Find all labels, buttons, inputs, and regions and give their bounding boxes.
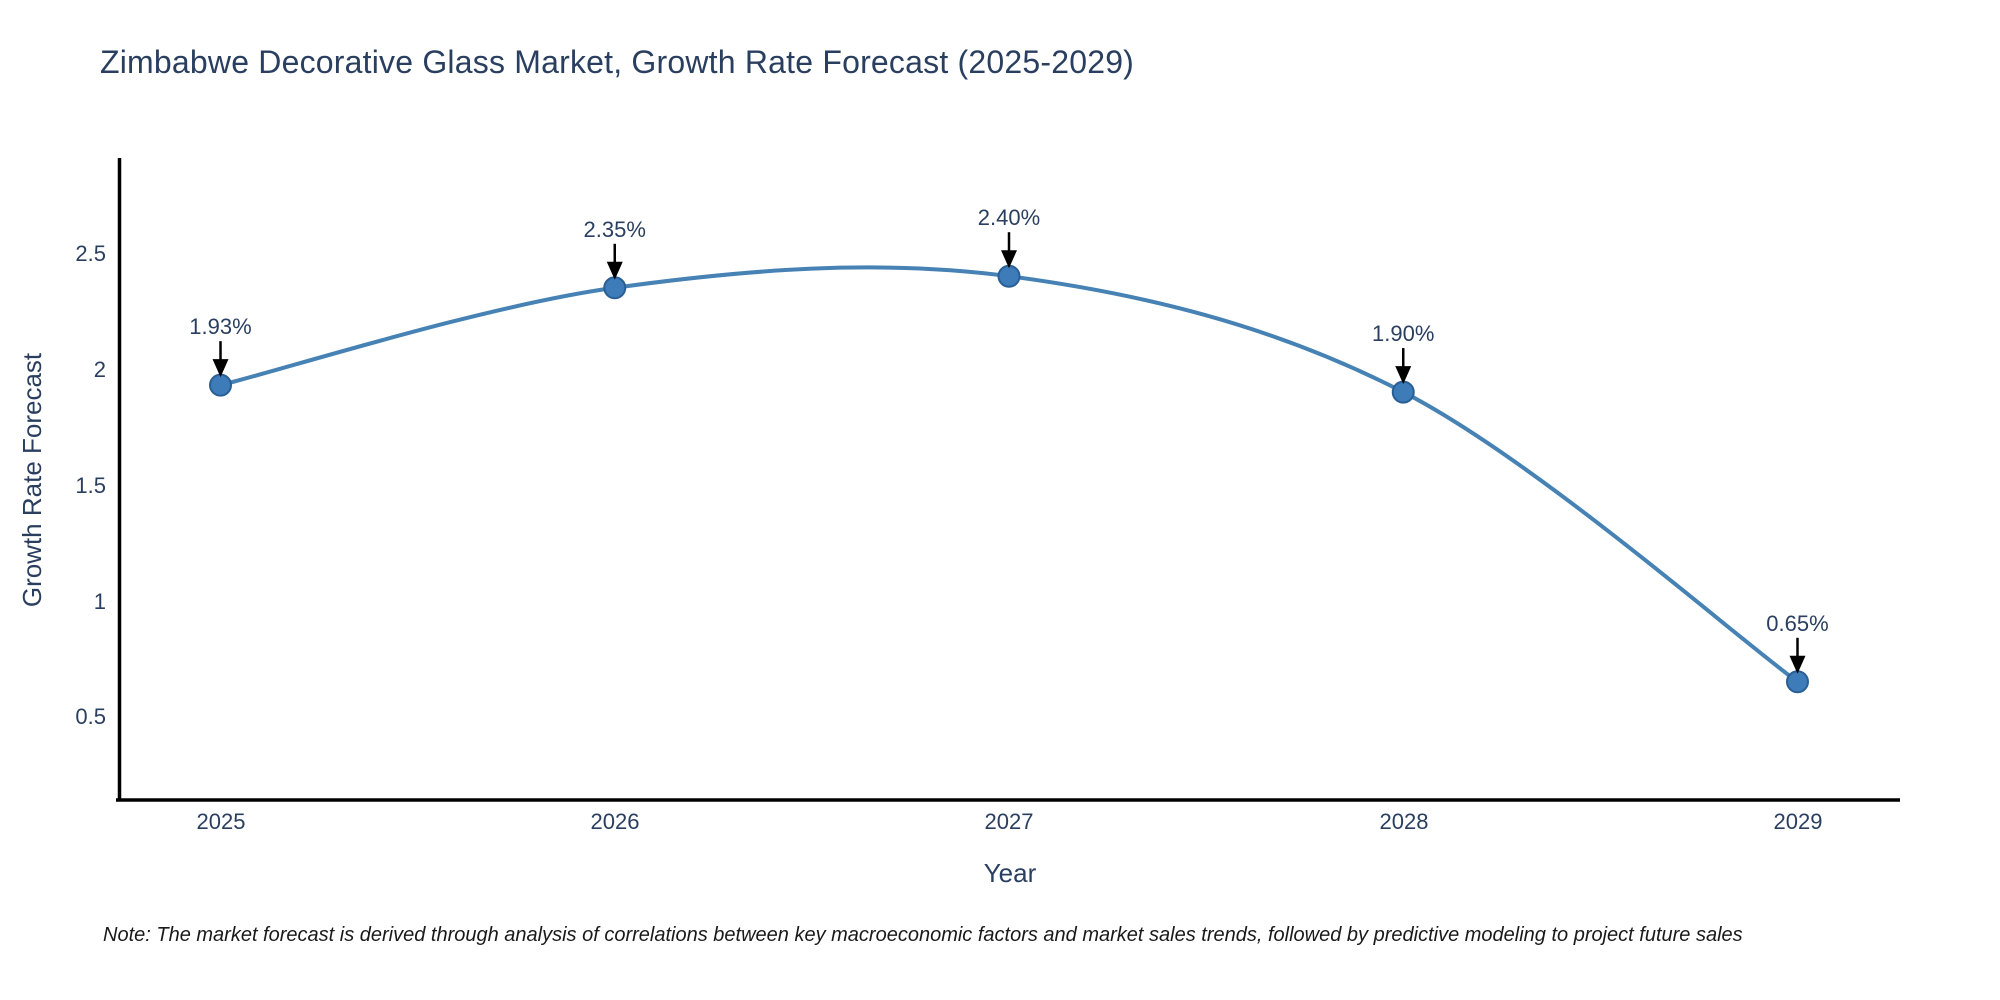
point-label-2025: 1.93% xyxy=(189,314,252,340)
data-point-2029[interactable] xyxy=(1785,670,1809,694)
data-point-2028[interactable] xyxy=(1391,380,1415,404)
point-label-2029: 0.65% xyxy=(1766,610,1829,636)
y-tick-1_5: 1.5 xyxy=(75,473,106,498)
y-tick-0_5: 0.5 xyxy=(75,704,106,729)
x-tick-2026: 2026 xyxy=(590,809,640,834)
x-tick-2027: 2027 xyxy=(984,809,1034,834)
x-tick-2025: 2025 xyxy=(196,809,246,834)
footnote: Note: The market forecast is derived thr… xyxy=(103,924,1743,946)
point-label-2026: 2.35% xyxy=(583,216,646,242)
point-label-2027: 2.40% xyxy=(977,205,1041,231)
annotation-arrow-head xyxy=(606,261,623,280)
annotation-arrow-head xyxy=(212,359,229,378)
y-tick-2: 2 xyxy=(93,357,106,382)
y-tick-2_5: 2.5 xyxy=(75,241,106,266)
y-tick-1: 1 xyxy=(93,589,106,614)
data-point-2025[interactable] xyxy=(209,373,233,397)
point-label-2028: 1.90% xyxy=(1372,321,1435,347)
x-tick-2028: 2028 xyxy=(1379,809,1429,834)
data-point-2027[interactable] xyxy=(997,264,1021,288)
annotation-arrow-head xyxy=(1395,366,1412,385)
data-point-2026[interactable] xyxy=(603,276,627,300)
annotation-arrow-head xyxy=(1789,655,1806,674)
x-axis-title: Year xyxy=(983,858,1037,888)
annotation-arrow-head xyxy=(1001,250,1017,269)
x-tick-2029: 2029 xyxy=(1773,809,1823,834)
y-axis-title: Growth Rate Forecast xyxy=(17,352,47,608)
chart-title: Zimbabwe Decorative Glass Market, Growth… xyxy=(100,44,1135,80)
forecast-line xyxy=(220,265,1799,684)
